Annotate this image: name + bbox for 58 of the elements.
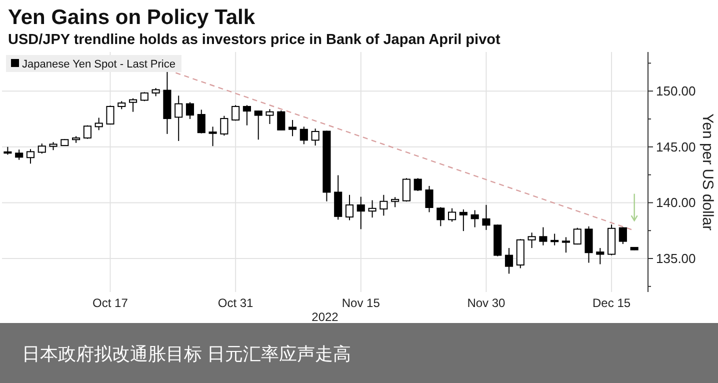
- candlestick: [38, 143, 46, 154]
- text: 日本政府拟改通胀目标 日元汇率应声走高: [22, 344, 352, 364]
- candlestick: [254, 110, 262, 140]
- candlestick: [539, 226, 548, 246]
- candlestick: [197, 109, 206, 134]
- chart-subtitle: USD/JPY trendline holds as investors price in Bank of Japan April pivot: [8, 32, 500, 48]
- candlestick: [266, 108, 274, 124]
- candlestick: [528, 232, 536, 249]
- y-tick-label: 150.00: [656, 84, 696, 99]
- candlestick: [94, 117, 103, 131]
- candlestick: [436, 206, 445, 227]
- candlestick: [208, 126, 217, 147]
- x-tick-label: Dec 15: [592, 296, 631, 310]
- candlestick: [106, 105, 114, 126]
- candlestick: [345, 194, 354, 221]
- x-axis-title: 2022: [312, 310, 339, 324]
- x-tick-label: Oct 17: [92, 296, 128, 310]
- candlestick: [470, 210, 479, 228]
- candlestick: [232, 104, 240, 122]
- candlestick: [425, 185, 434, 213]
- candlestick: [596, 248, 604, 265]
- candlestick: [391, 196, 400, 208]
- y-axis-title: Yen per US dollar: [699, 113, 716, 231]
- candlestick: [311, 128, 320, 146]
- x-tick-label: Nov 15: [342, 296, 380, 310]
- candlestick: [402, 178, 410, 202]
- candlestick: [459, 208, 468, 232]
- candlestick: [220, 115, 228, 136]
- y-tick-label: 140.00: [656, 195, 696, 210]
- candlestick: [15, 149, 24, 160]
- y-tick-label: 135.00: [656, 251, 696, 266]
- x-tick-label: Nov 30: [467, 296, 506, 310]
- x-tick-label: Oct 31: [218, 296, 254, 310]
- candlestick: [504, 248, 514, 274]
- candlestick: [277, 110, 286, 131]
- candlestick: [584, 226, 593, 264]
- chart-title: Yen Gains on Policy Talk: [8, 6, 256, 29]
- candlestick: [414, 178, 422, 192]
- candlestick: [618, 226, 627, 244]
- y-tick-label: 145.00: [656, 139, 696, 154]
- candlestick: [128, 98, 138, 112]
- candlestick: [26, 148, 35, 164]
- candlestick: [482, 204, 490, 230]
- candlestick: [186, 102, 194, 120]
- candlestick: [562, 236, 570, 254]
- candlestick: [380, 194, 388, 216]
- candlestick: [368, 200, 376, 218]
- legend-label: Japanese Yen Spot - Last Price: [22, 58, 176, 70]
- candlestick: [448, 208, 456, 222]
- candlestick: [356, 196, 365, 230]
- candlestick: [83, 124, 92, 140]
- candlestick: [174, 95, 183, 142]
- candlestick: [550, 233, 559, 246]
- candlestick: [242, 104, 251, 126]
- candlestick: [288, 119, 297, 137]
- candlestick: [573, 227, 582, 246]
- candlestick: [300, 126, 308, 145]
- legend: Japanese Yen Spot - Last Price: [6, 55, 182, 72]
